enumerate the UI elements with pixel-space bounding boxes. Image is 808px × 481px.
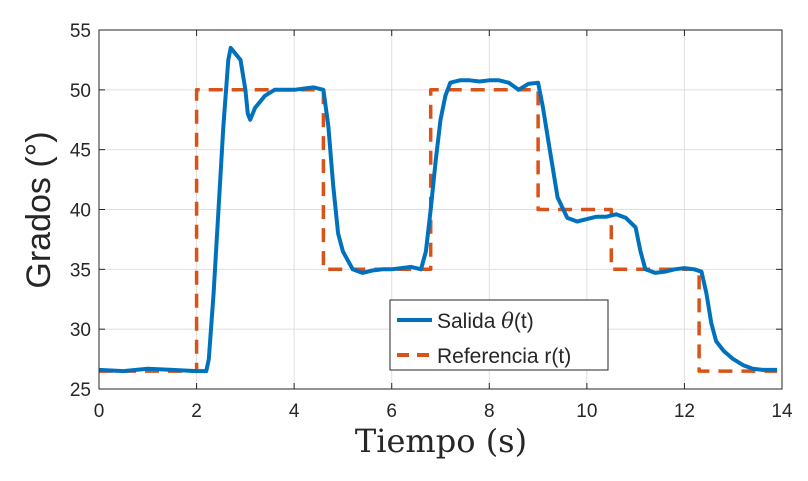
- y-tick-label: 30: [70, 320, 91, 341]
- y-tick-labels: 25 30 35 40 45 50 55: [70, 21, 91, 401]
- x-tick-label: 8: [484, 401, 495, 422]
- x-tick-label: 4: [289, 401, 300, 422]
- x-tick-label: 2: [191, 401, 202, 422]
- x-tick-label: 6: [386, 401, 397, 422]
- y-tick-label: 55: [70, 21, 91, 42]
- x-tick-label: 14: [771, 401, 793, 422]
- x-tick-labels: 0 2 4 6 8 10 12 14: [94, 401, 793, 422]
- legend: Salida θ(t) Referencia r(t): [389, 299, 609, 371]
- series-layer: [98, 45, 778, 374]
- x-tick-label: 0: [94, 401, 105, 422]
- x-tick-label: 10: [576, 401, 597, 422]
- y-tick-label: 50: [70, 81, 91, 102]
- y-tick-label: 35: [70, 260, 91, 281]
- legend-box: [389, 299, 609, 371]
- y-tick-label: 40: [70, 201, 91, 222]
- x-tick-label: 12: [674, 401, 695, 422]
- legend-label-referencia: Referencia r(t): [437, 345, 571, 368]
- y-axis-label: Grados (°): [20, 131, 58, 288]
- y-tick-label: 25: [70, 380, 91, 401]
- series-salida-line: [98, 45, 778, 374]
- y-tick-label: 45: [70, 141, 91, 162]
- axes: [98, 29, 783, 390]
- x-axis-label: Tiempo (s): [355, 422, 527, 460]
- legend-label-salida: Salida θ(t): [437, 309, 534, 333]
